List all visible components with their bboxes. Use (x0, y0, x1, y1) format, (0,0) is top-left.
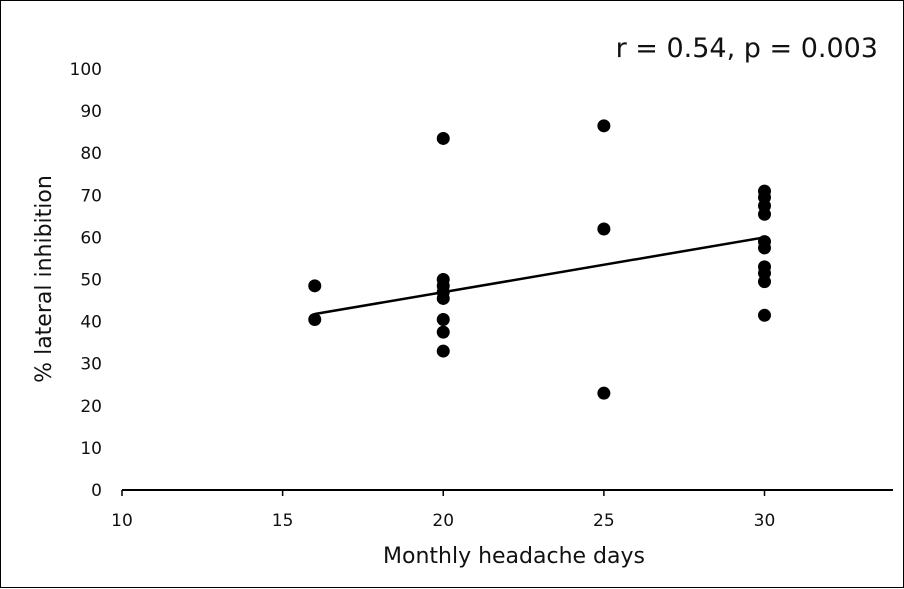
y-axis-ticks: 0 10 20 30 40 50 60 70 80 90 100 (70, 60, 102, 501)
data-point (436, 131, 450, 145)
data-point (597, 222, 611, 236)
y-tick-label: 10 (80, 439, 102, 459)
data-point (597, 119, 611, 133)
y-tick-label: 50 (80, 271, 102, 291)
y-axis-title: % lateral inhibition (32, 175, 57, 383)
y-tick-label: 100 (70, 60, 102, 80)
y-tick-label: 20 (80, 397, 102, 417)
data-point (758, 207, 771, 221)
data-point (436, 325, 450, 339)
data-points (308, 119, 771, 400)
data-point (436, 312, 450, 326)
y-tick-label: 80 (80, 144, 102, 164)
data-point (308, 279, 322, 293)
y-tick-label: 70 (80, 186, 102, 206)
data-point (758, 275, 771, 289)
data-point (308, 312, 322, 326)
x-tick-label: 30 (754, 511, 776, 531)
data-point (758, 308, 771, 322)
x-tick-label: 10 (111, 511, 133, 531)
y-tick-label: 30 (80, 355, 102, 375)
y-tick-label: 40 (80, 313, 102, 333)
x-tick-label: 25 (593, 511, 615, 531)
y-tick-label: 0 (91, 481, 102, 501)
data-point (758, 241, 771, 255)
data-point (436, 344, 450, 358)
x-axis-ticks: 10 15 20 25 30 (111, 490, 775, 531)
x-axis-title: Monthly headache days (383, 544, 645, 569)
data-point (436, 291, 450, 305)
correlation-annotation: r = 0.54, p = 0.003 (616, 33, 878, 64)
y-tick-label: 60 (80, 228, 102, 248)
data-point (597, 386, 611, 400)
trend-line (314, 236, 765, 316)
x-tick-label: 15 (272, 511, 294, 531)
x-tick-label: 20 (432, 511, 454, 531)
y-tick-label: 90 (80, 102, 102, 122)
